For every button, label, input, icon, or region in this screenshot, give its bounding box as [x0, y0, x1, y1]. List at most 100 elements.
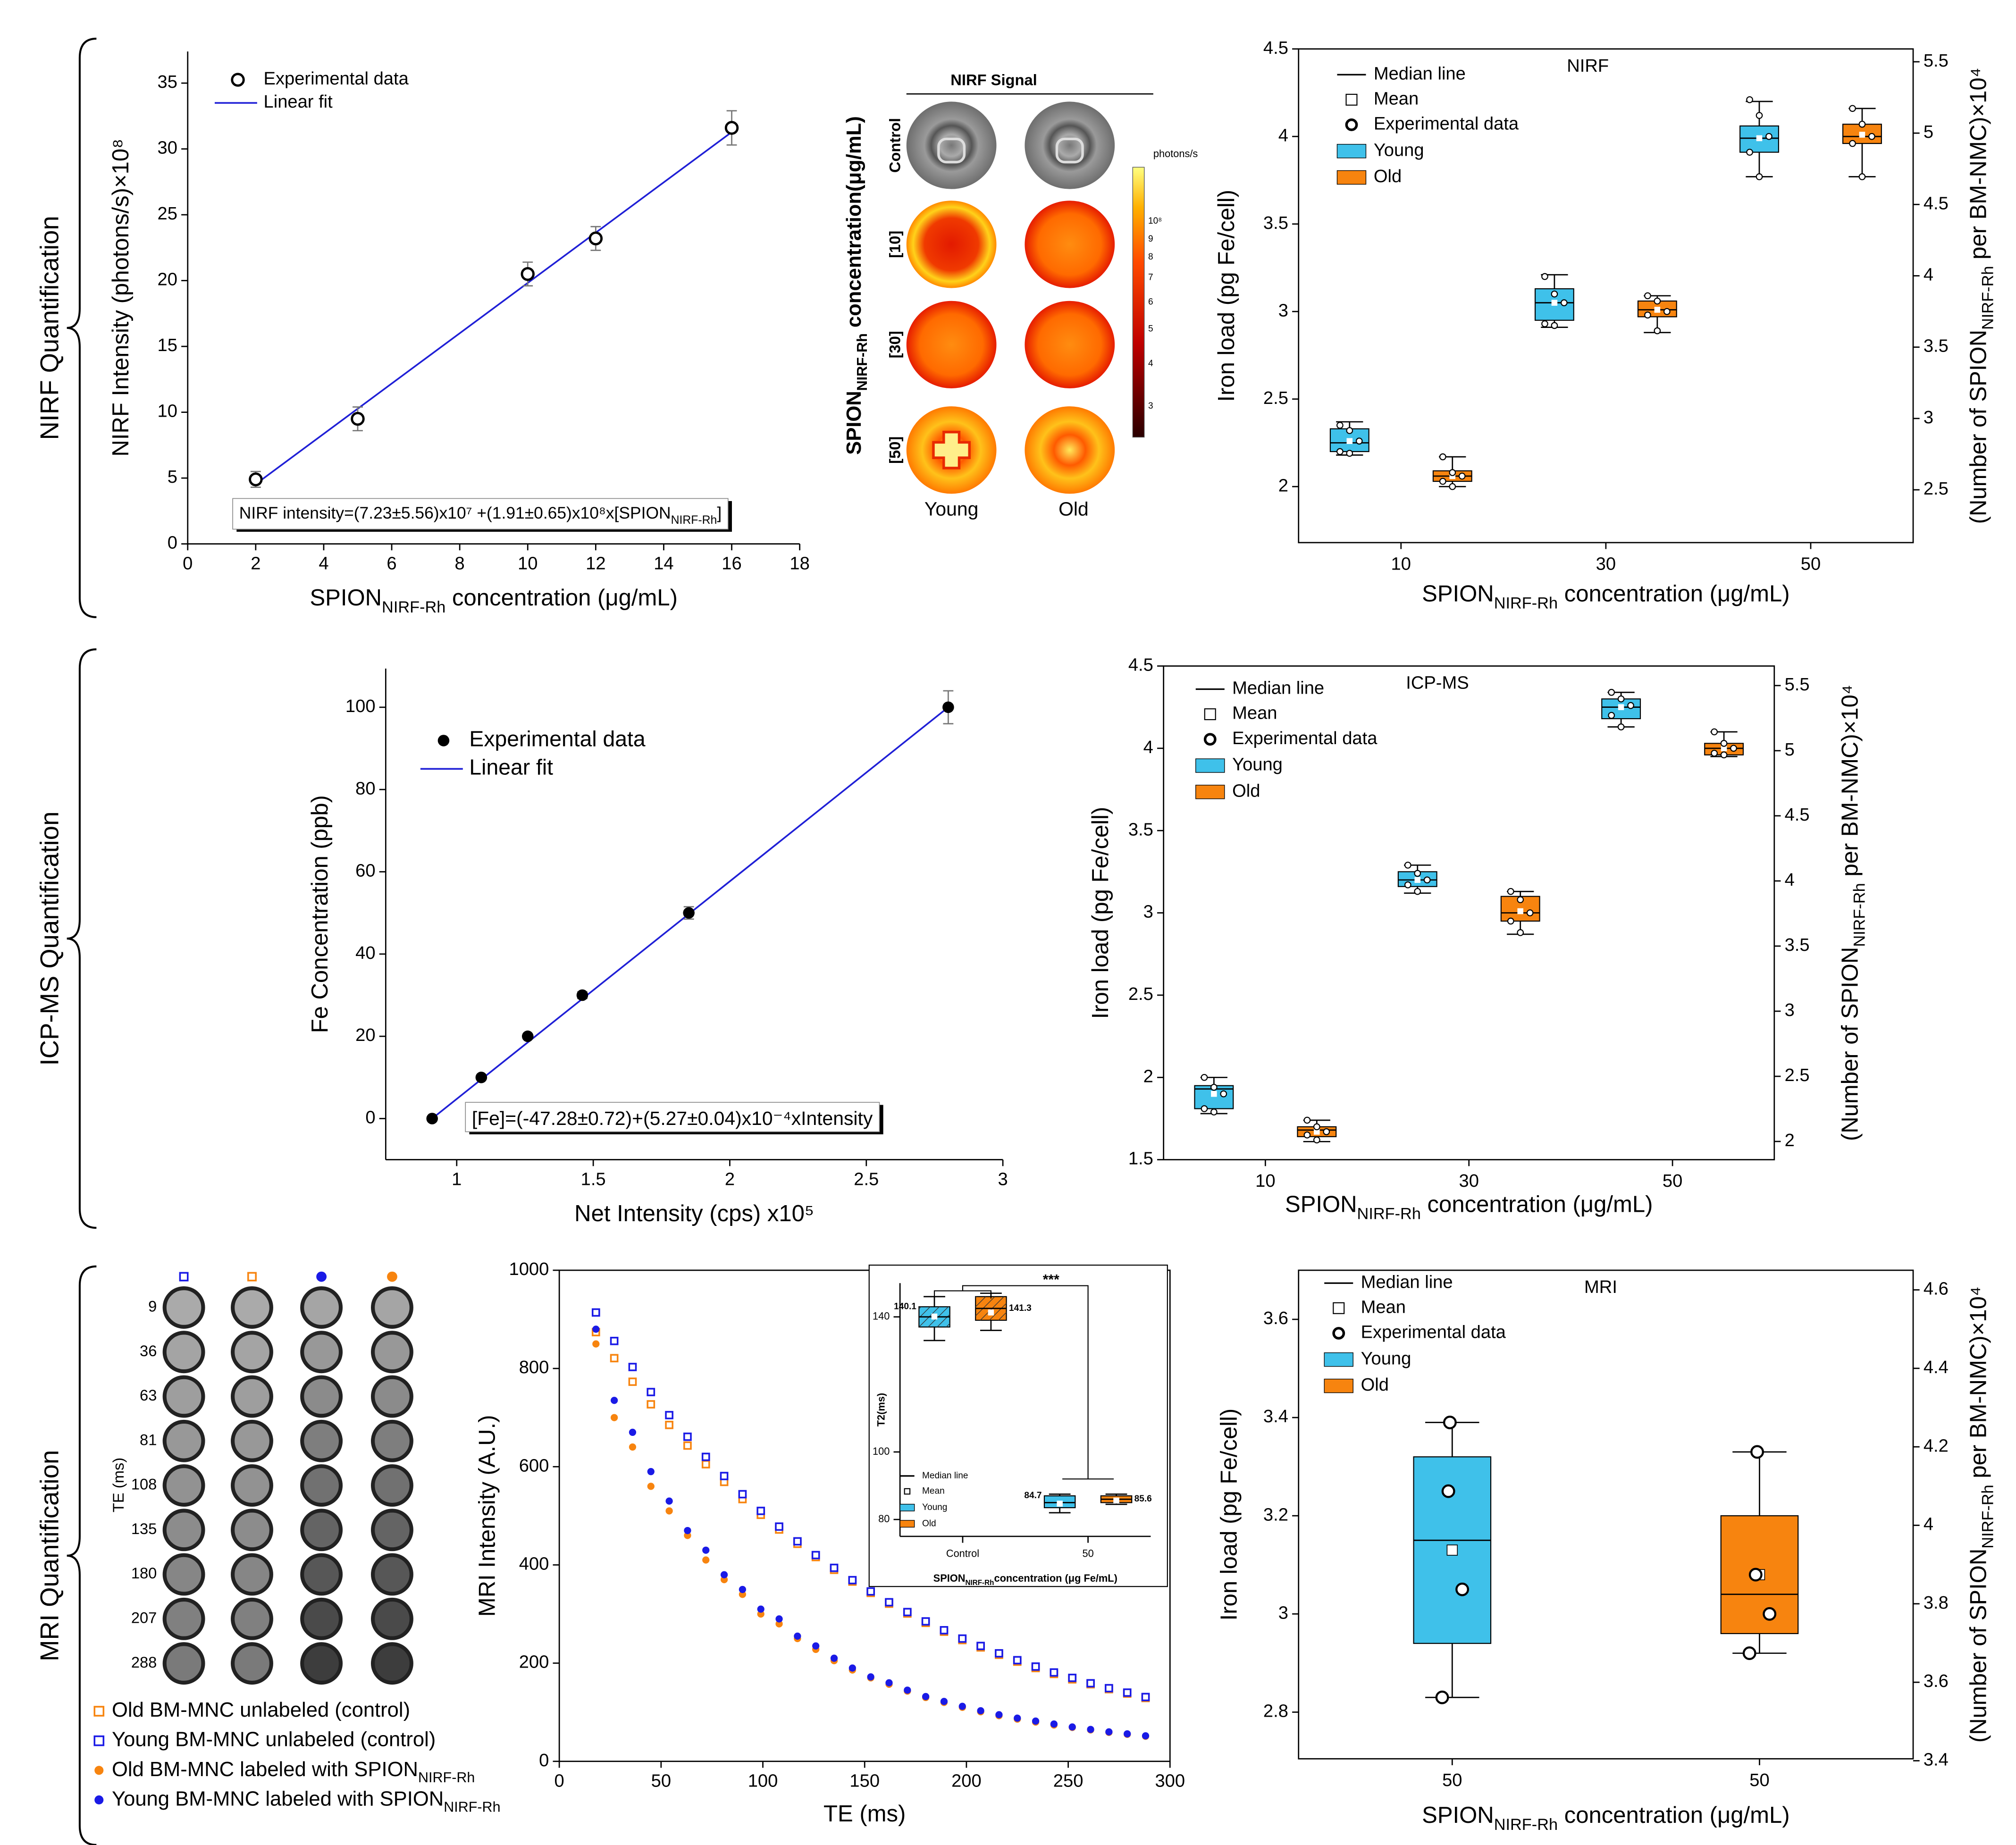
nirf-well — [1025, 301, 1115, 388]
subscript: NIRF-Rh — [854, 333, 870, 391]
mri-well — [371, 1375, 413, 1418]
y2-tick-label: 3.8 — [1924, 1593, 1949, 1613]
y-axis-label: Iron load (pg Fe/cell) — [1214, 190, 1239, 402]
data-point — [1617, 695, 1625, 703]
text-part: per BM-NMC)×10⁴ — [1837, 685, 1863, 883]
y-tick-label: 3.5 — [1263, 213, 1288, 233]
data-point — [1105, 1684, 1113, 1693]
legend-swatch — [1324, 1378, 1353, 1393]
mri-well — [162, 1375, 205, 1418]
data-point — [1455, 1582, 1470, 1596]
text-part: SPION — [1422, 1803, 1494, 1828]
y-tick-label: 30 — [158, 138, 177, 158]
y-axis-label: Iron load (pg Fe/cell) — [1216, 1409, 1242, 1621]
data-point — [848, 1576, 857, 1585]
data-point — [1087, 1726, 1094, 1733]
data-point — [684, 1526, 691, 1535]
data-point — [665, 1420, 673, 1429]
legend-marker — [1204, 708, 1216, 721]
data-point — [1627, 702, 1634, 709]
mean-marker — [1113, 1497, 1119, 1504]
data-point — [1068, 1723, 1076, 1731]
data-point — [1720, 751, 1728, 759]
mri-well — [300, 1642, 343, 1685]
data-point — [521, 1030, 534, 1042]
column-marker — [387, 1271, 397, 1282]
image-title: NIRF Signal — [950, 71, 1037, 88]
x-tick-label: 10 — [518, 553, 538, 573]
data-point — [1526, 909, 1534, 916]
x-tick-label: 50 — [1749, 1770, 1769, 1790]
data-point — [866, 1587, 875, 1596]
data-point — [942, 701, 954, 713]
data-point — [592, 1340, 600, 1348]
y2-tick-label: 3.6 — [1924, 1671, 1949, 1691]
y2-axis-label: (Number of SPIONNIRF-Rh per BM-NMC)×10⁴ — [1837, 685, 1868, 1141]
y2-tick-label: 4 — [1924, 1514, 1933, 1535]
data-point — [592, 1325, 600, 1333]
data-point — [775, 1522, 783, 1531]
subscript: NIRF-Rh — [1494, 1816, 1558, 1834]
mri-well — [231, 1375, 273, 1418]
y-tick-label: 1.5 — [1128, 1149, 1153, 1169]
data-point — [576, 989, 588, 1001]
data-point — [1654, 297, 1661, 305]
x-tick-label: 4 — [319, 553, 328, 573]
subscript: NIRF-Rh — [1850, 883, 1868, 947]
legend-label: Experimental data — [264, 68, 409, 89]
colorbar-label: 5 — [1148, 324, 1153, 334]
data-point — [1201, 1105, 1208, 1112]
data-point — [977, 1707, 984, 1715]
legend-swatch — [1324, 1352, 1353, 1367]
legend-label: Old — [1374, 166, 1402, 186]
mri-well — [162, 1464, 205, 1507]
legend-label: Experimental data — [1232, 728, 1378, 748]
y2-tick-label: 4.6 — [1924, 1279, 1949, 1299]
text-part: per BM-NMC)×10⁴ — [1966, 1286, 1991, 1484]
y-tick-label: 0 — [168, 533, 177, 553]
data-point — [757, 1605, 764, 1613]
te-label: 63 — [140, 1386, 157, 1404]
text-part: NIRF intensity=(7.23±5.56)x10⁷ +(1.91±0.… — [239, 503, 671, 522]
data-point — [1050, 1720, 1058, 1728]
data-point — [249, 472, 263, 486]
data-point — [1220, 1090, 1227, 1098]
y2-tick-label: 2.5 — [1785, 1065, 1810, 1085]
y2-tick-label: 3 — [1924, 407, 1933, 428]
legend-label: Mean — [1374, 88, 1419, 109]
y-tick-label: 25 — [158, 203, 177, 224]
data-point — [610, 1354, 619, 1363]
y2-tick-label: 5.5 — [1924, 50, 1949, 71]
data-point — [830, 1563, 839, 1572]
legend-swatch — [899, 1520, 915, 1528]
data-point — [1142, 1732, 1150, 1740]
legend-label: Experimental data — [469, 727, 645, 751]
y-tick-label: 80 — [878, 1513, 890, 1525]
subscript: NIRF-Rh — [382, 598, 445, 616]
section-brace — [67, 37, 97, 618]
x-tick-label: 30 — [1596, 554, 1616, 574]
data-point — [739, 1585, 747, 1593]
data-point — [904, 1686, 911, 1694]
mean-marker — [1517, 908, 1523, 914]
data-point — [1449, 469, 1456, 476]
section-label: NIRF Quantification — [35, 216, 64, 440]
legend-marker — [1345, 118, 1358, 131]
significance-label: *** — [1043, 1272, 1059, 1288]
section-label: ICP-MS Quantification — [35, 812, 64, 1066]
data-point — [1849, 105, 1856, 112]
y2-tick-label: 3 — [1785, 1000, 1795, 1020]
data-point — [1414, 888, 1421, 895]
data-point — [1711, 728, 1718, 736]
data-point — [1748, 1568, 1763, 1582]
well-center — [1055, 137, 1084, 164]
data-point — [665, 1507, 673, 1515]
y-tick-label: 2.5 — [1128, 984, 1153, 1004]
data-point — [738, 1490, 747, 1499]
data-point — [1756, 173, 1763, 180]
x-tick-label: 100 — [748, 1770, 778, 1791]
y2-tick-label: 3.5 — [1785, 935, 1810, 955]
colorbar — [1132, 167, 1145, 438]
y-tick-label: 4.5 — [1128, 655, 1153, 675]
data-point — [1858, 173, 1866, 180]
